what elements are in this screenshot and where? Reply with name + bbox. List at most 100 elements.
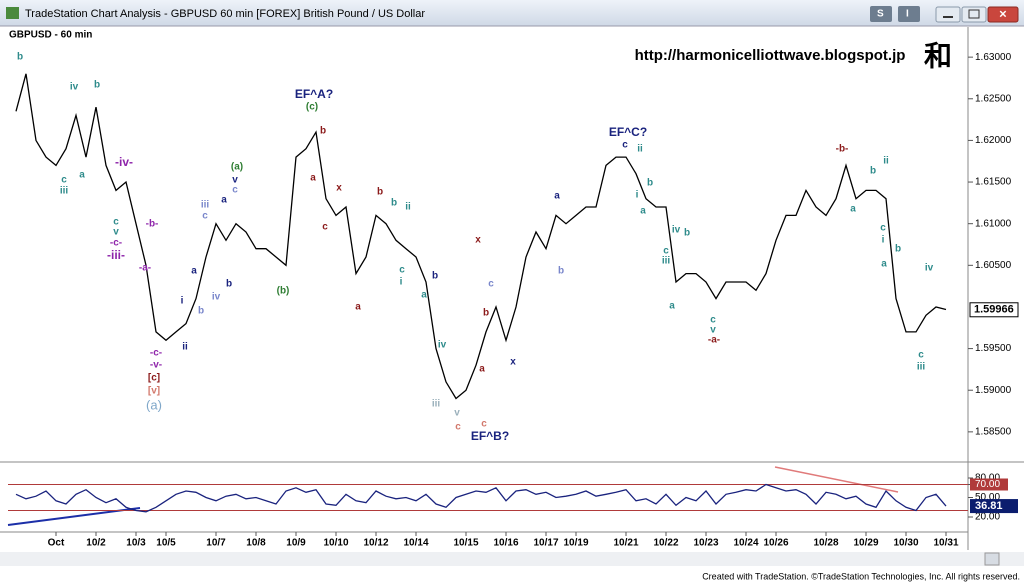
y-tick-label: 50.00 bbox=[975, 492, 1000, 503]
scroll-button[interactable] bbox=[984, 552, 1000, 566]
wave-label: a bbox=[221, 195, 227, 206]
wave-label: b bbox=[320, 126, 326, 137]
x-tick-label: 10/19 bbox=[563, 538, 588, 549]
wave-label: [c] bbox=[148, 373, 160, 384]
wave-label: (a) bbox=[146, 397, 162, 412]
wave-label: EF^B? bbox=[471, 429, 509, 443]
x-tick-label: 10/31 bbox=[933, 538, 958, 549]
wave-label: a bbox=[850, 204, 856, 215]
x-tick-label: 10/10 bbox=[323, 538, 348, 549]
x-tick-label: 10/17 bbox=[533, 538, 558, 549]
wave-label: c bbox=[663, 246, 669, 257]
i-button[interactable] bbox=[898, 6, 920, 22]
wave-label: v bbox=[710, 325, 716, 336]
wave-label: iv bbox=[672, 225, 681, 236]
x-tick-label: Oct bbox=[48, 538, 65, 549]
x-tick-label: 10/21 bbox=[613, 538, 638, 549]
wave-label: ii bbox=[182, 342, 188, 353]
wave-label: c bbox=[488, 279, 494, 290]
wave-label: -c- bbox=[110, 238, 122, 249]
x-tick-label: 10/24 bbox=[733, 538, 758, 549]
wave-label: c bbox=[322, 222, 328, 233]
watermark-symbol: 和 bbox=[924, 40, 952, 73]
wave-label: b bbox=[226, 279, 232, 290]
maximize-button[interactable] bbox=[961, 6, 987, 23]
close-icon: ✕ bbox=[999, 10, 1007, 21]
x-tick-label: 10/29 bbox=[853, 538, 878, 549]
x-tick-label: 10/30 bbox=[893, 538, 918, 549]
y-tick-label: 1.61500 bbox=[975, 177, 1012, 188]
wave-label: a bbox=[310, 173, 316, 184]
wave-label: c bbox=[202, 211, 208, 222]
wave-label: a bbox=[421, 290, 427, 301]
wave-label: b bbox=[432, 271, 438, 282]
window-title: TradeStation Chart Analysis - GBPUSD 60 … bbox=[25, 8, 425, 20]
wave-label: c bbox=[481, 419, 487, 430]
wave-label: -b- bbox=[146, 219, 159, 230]
wave-label: a bbox=[191, 266, 197, 277]
wave-label: -v- bbox=[150, 360, 162, 371]
x-tick-label: 10/26 bbox=[763, 538, 788, 549]
wave-label: b bbox=[483, 308, 489, 319]
wave-label: c bbox=[880, 223, 886, 234]
wave-label: x bbox=[336, 183, 342, 194]
indicator-line bbox=[15, 483, 947, 513]
wave-label: b bbox=[377, 187, 383, 198]
y-tick-label: 70.00 bbox=[975, 479, 1000, 490]
y-tick-label: 20.00 bbox=[975, 512, 1000, 523]
wave-label: a bbox=[479, 364, 485, 375]
wave-label: ii bbox=[883, 156, 889, 167]
trend-line bbox=[774, 466, 899, 493]
y-tick-label: 1.59500 bbox=[975, 343, 1012, 354]
wave-label: x bbox=[475, 235, 481, 246]
wave-label: -c- bbox=[150, 348, 162, 359]
wave-label: -b- bbox=[836, 144, 849, 155]
wave-label: EF^A? bbox=[295, 87, 333, 101]
title-bar bbox=[0, 0, 1024, 26]
wave-label: b bbox=[558, 266, 564, 277]
watermark-url: http://harmonicelliottwave.blogspot.jp bbox=[635, 47, 906, 64]
x-tick-label: 10/22 bbox=[653, 538, 678, 549]
wave-label: x bbox=[510, 357, 516, 368]
wave-label: i bbox=[636, 190, 639, 201]
y-tick-label: 1.60500 bbox=[975, 260, 1012, 271]
wave-label: c bbox=[399, 265, 405, 276]
wave-label: b bbox=[391, 198, 397, 209]
wave-label: a bbox=[640, 206, 646, 217]
wave-label: a bbox=[881, 259, 887, 270]
x-tick-label: 10/7 bbox=[206, 538, 226, 549]
wave-label: -a- bbox=[708, 335, 720, 346]
x-tick-label: 10/15 bbox=[453, 538, 478, 549]
x-tick-label: 10/14 bbox=[403, 538, 428, 549]
wave-label: ii bbox=[637, 144, 643, 155]
s-button[interactable] bbox=[870, 6, 892, 22]
wave-label: i bbox=[181, 296, 184, 307]
wave-label: iv bbox=[925, 263, 934, 274]
wave-label: c bbox=[61, 175, 67, 186]
wave-label: c bbox=[455, 422, 461, 433]
scrollbar[interactable] bbox=[0, 552, 1024, 566]
wave-label: c bbox=[710, 315, 716, 326]
x-tick-label: 10/12 bbox=[363, 538, 388, 549]
wave-label: iv bbox=[70, 82, 79, 93]
wave-label: iii bbox=[201, 200, 210, 211]
x-tick-label: 10/23 bbox=[693, 538, 718, 549]
wave-label: b bbox=[17, 52, 23, 63]
wave-label: (b) bbox=[277, 286, 290, 297]
i-button-label[interactable]: I bbox=[906, 9, 909, 20]
wave-label: -a- bbox=[139, 263, 151, 274]
wave-label: b bbox=[870, 166, 876, 177]
close-button[interactable] bbox=[987, 6, 1019, 23]
minimize-button[interactable] bbox=[935, 6, 961, 23]
wave-label: (a) bbox=[231, 162, 243, 173]
wave-label: a bbox=[79, 170, 85, 181]
s-button-label[interactable]: S bbox=[877, 9, 884, 20]
wave-label: b bbox=[684, 228, 690, 239]
wave-label: b bbox=[94, 80, 100, 91]
indicator-value-box bbox=[970, 499, 1018, 514]
x-tick-label: 10/8 bbox=[246, 538, 266, 549]
indicator-value-label: 36.81 bbox=[975, 500, 1003, 512]
wave-label: v bbox=[232, 175, 238, 186]
wave-label: a bbox=[669, 301, 675, 312]
wave-label: a bbox=[554, 191, 560, 202]
